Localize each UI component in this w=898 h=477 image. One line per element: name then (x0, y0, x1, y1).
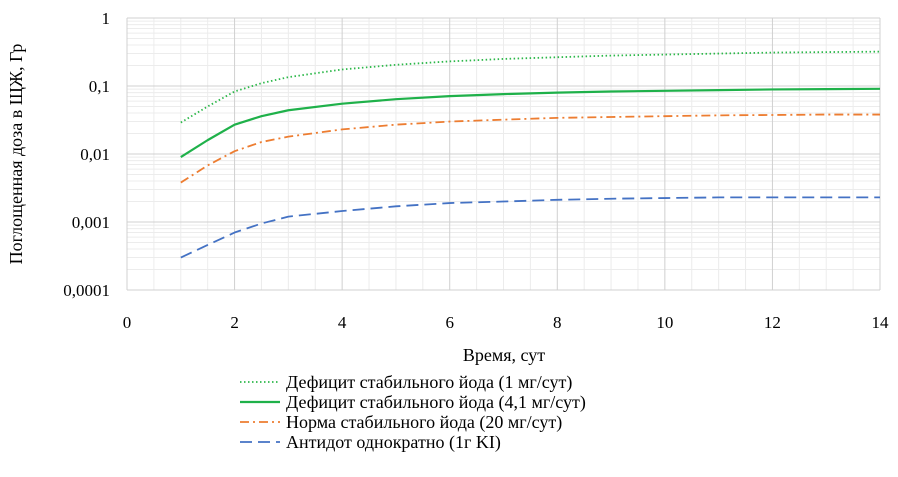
x-tick-label: 4 (338, 313, 347, 332)
legend-label-2: Дефицит стабильного йода (4,1 мг/сут) (286, 392, 586, 413)
x-tick-label: 8 (553, 313, 562, 332)
series-lines (180, 50, 881, 259)
y-tick-label: 1 (102, 9, 111, 28)
x-tick-label: 2 (230, 313, 239, 332)
y-tick-label: 0,1 (89, 77, 110, 96)
x-tick-label: 12 (764, 313, 781, 332)
x-tick-label: 10 (656, 313, 673, 332)
x-tick-label: 0 (123, 313, 132, 332)
legend-label-4: Антидот однократно (1г KI) (286, 432, 501, 453)
series-line-1 (180, 50, 881, 124)
y-tick-label: 0,001 (72, 213, 110, 232)
legend-label-3: Норма стабильного йода (20 мг/сут) (286, 412, 562, 433)
series-line-4 (180, 196, 880, 259)
x-tick-label: 6 (445, 313, 454, 332)
x-axis-ticks: 0 2 4 6 8 10 12 14 (123, 313, 889, 332)
y-axis-ticks: 0,0001 0,001 0,01 0,1 1 (63, 9, 110, 300)
y-tick-label: 0,01 (80, 145, 110, 164)
y-axis-title: Поглощенная доза в ЩЖ, Гр (6, 44, 26, 265)
x-tick-label: 14 (872, 313, 890, 332)
legend: Дефицит стабильного йода (1 мг/сут)Дефиц… (240, 372, 586, 453)
x-axis-title: Время, сут (463, 345, 545, 365)
series-line-3 (180, 113, 880, 184)
series-line-2 (180, 87, 881, 159)
y-tick-label: 0,0001 (63, 281, 110, 300)
legend-label-1: Дефицит стабильного йода (1 мг/сут) (286, 372, 572, 393)
